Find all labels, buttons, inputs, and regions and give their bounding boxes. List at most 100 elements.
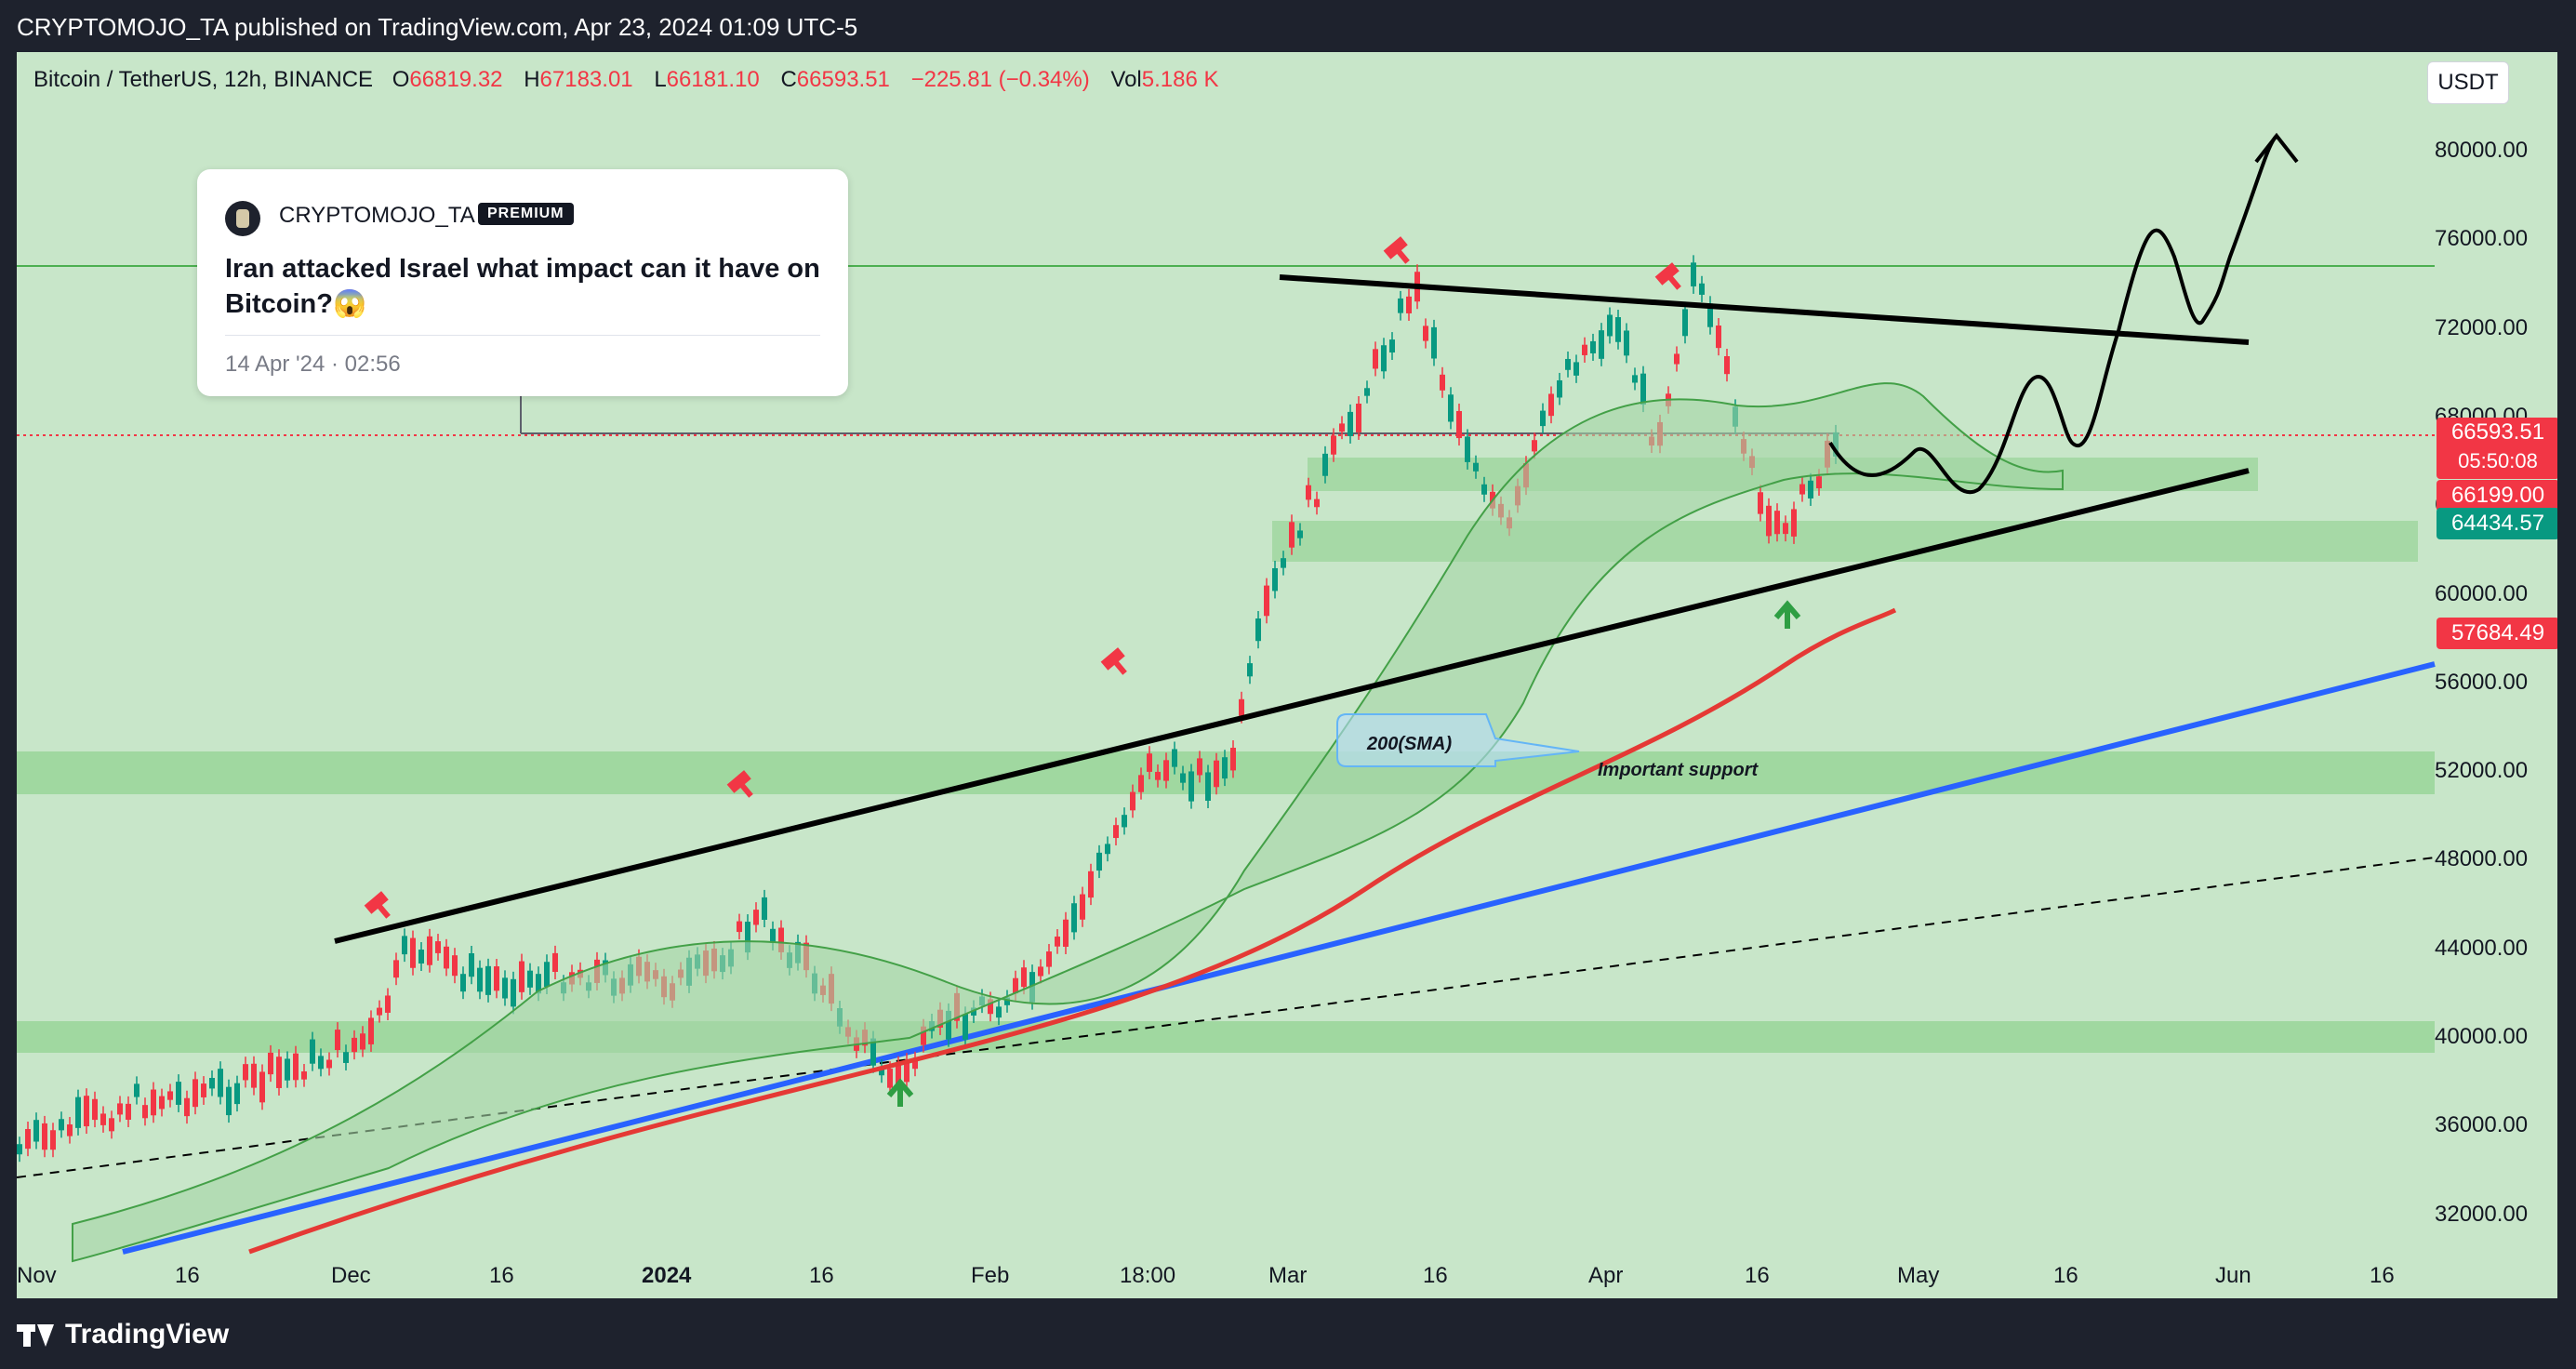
time-tick: 16 bbox=[1423, 1263, 1448, 1288]
time-tick: Nov bbox=[17, 1263, 57, 1288]
candle-body bbox=[1172, 749, 1177, 767]
vol-value: 5.186 K bbox=[1141, 67, 1219, 92]
candle-body bbox=[1364, 388, 1370, 396]
candle-body bbox=[1155, 771, 1161, 780]
idea-post-card[interactable]: CRYPTOMOJO_TA PREMIUM Iran attacked Isra… bbox=[197, 169, 848, 396]
up-arrow-icon bbox=[886, 1078, 914, 1107]
candle-body bbox=[1255, 618, 1261, 642]
candle-body bbox=[996, 1006, 1002, 1018]
post-title: Iran attacked Israel what impact can it … bbox=[225, 254, 820, 319]
candle-body bbox=[879, 1066, 884, 1076]
tradingview-logo[interactable]: TradingView bbox=[17, 1319, 229, 1350]
currency-button[interactable]: USDT bbox=[2427, 61, 2509, 104]
close-value: 66593.51 bbox=[796, 67, 890, 92]
candle-body bbox=[452, 955, 458, 977]
close-label: C bbox=[780, 67, 797, 92]
candle-body bbox=[326, 1059, 332, 1069]
candle-body bbox=[67, 1124, 73, 1136]
ascending-trendline bbox=[334, 468, 2250, 944]
low-label: L bbox=[654, 67, 667, 92]
candle-body bbox=[1774, 511, 1780, 535]
candle-body bbox=[402, 936, 407, 955]
hammer-marker-icon bbox=[1654, 262, 1681, 290]
candle-body bbox=[1465, 436, 1470, 462]
candle-body bbox=[762, 897, 767, 920]
candle-body bbox=[151, 1089, 156, 1116]
tradingview-icon bbox=[17, 1322, 54, 1347]
support-zone-lower bbox=[17, 1021, 2435, 1053]
time-tick: 16 bbox=[1745, 1263, 1770, 1288]
candle-body bbox=[1448, 394, 1454, 422]
hammer-marker-icon bbox=[364, 891, 391, 919]
candle-body bbox=[193, 1079, 198, 1108]
candle-body bbox=[126, 1103, 131, 1120]
candle-body bbox=[1306, 485, 1311, 500]
candle-body bbox=[1088, 871, 1094, 898]
candle-body bbox=[737, 921, 742, 933]
candle-body bbox=[1281, 558, 1286, 568]
candle-body bbox=[410, 937, 416, 968]
candle-body bbox=[377, 1007, 382, 1016]
candle-body bbox=[1766, 505, 1772, 537]
low-value: 66181.10 bbox=[666, 67, 760, 92]
descending-trendline bbox=[1279, 274, 2250, 345]
candle-body bbox=[393, 960, 399, 978]
candle-body bbox=[1791, 509, 1797, 537]
price-tick: 76000.00 bbox=[2435, 226, 2529, 252]
sma-label: 200(SMA) bbox=[1366, 734, 1452, 754]
chart-area[interactable]: 200(SMA) Important support Bitcoin / Tet… bbox=[17, 52, 2557, 1298]
candle-body bbox=[159, 1096, 165, 1110]
price-tick: 48000.00 bbox=[2435, 846, 2529, 872]
candle-body bbox=[1532, 440, 1537, 452]
candle-body bbox=[1322, 453, 1328, 476]
candle-body bbox=[502, 977, 508, 999]
author-avatar bbox=[225, 201, 260, 236]
change-value: −225.81 (−0.34%) bbox=[910, 67, 1090, 92]
candle-body bbox=[1423, 326, 1428, 341]
candle-body bbox=[753, 910, 759, 925]
candle-body bbox=[109, 1118, 114, 1132]
candle-body bbox=[318, 1056, 324, 1070]
price-tick: 44000.00 bbox=[2435, 935, 2529, 961]
candle-body bbox=[226, 1086, 232, 1116]
price-chart[interactable]: 200(SMA) Important support bbox=[17, 52, 2557, 1298]
candle-body bbox=[1406, 296, 1412, 313]
candle-body bbox=[167, 1091, 173, 1100]
candle-body bbox=[1624, 330, 1629, 356]
candle-body bbox=[259, 1071, 265, 1103]
time-tick: 16 bbox=[809, 1263, 834, 1288]
post-divider bbox=[225, 335, 820, 336]
candle-body bbox=[1691, 262, 1696, 286]
candle-body bbox=[1096, 852, 1102, 871]
time-tick: 16 bbox=[2370, 1263, 2395, 1288]
candle-body bbox=[1699, 283, 1705, 295]
candle-body bbox=[1573, 362, 1579, 376]
candle-body bbox=[1272, 567, 1278, 591]
candle-body bbox=[1063, 919, 1069, 947]
time-tick: 16 bbox=[175, 1263, 200, 1288]
candle-body bbox=[84, 1096, 89, 1127]
candle-body bbox=[1440, 374, 1445, 391]
candle-body bbox=[251, 1063, 257, 1088]
candle-body bbox=[1046, 951, 1052, 967]
candle-body bbox=[1799, 484, 1805, 495]
candle-body bbox=[963, 1014, 968, 1040]
candle-body bbox=[1222, 757, 1228, 779]
candle-body bbox=[1247, 663, 1253, 677]
candle-body bbox=[527, 970, 533, 988]
candle-body bbox=[218, 1069, 223, 1097]
publisher-bar: CRYPTOMOJO_TA published on TradingView.c… bbox=[0, 0, 2576, 52]
support-label: Important support bbox=[1598, 760, 1759, 780]
candle-body bbox=[352, 1037, 357, 1053]
candle-body bbox=[142, 1105, 148, 1119]
candle-body bbox=[360, 1033, 365, 1050]
candle-body bbox=[870, 1038, 876, 1066]
price-tick: 36000.00 bbox=[2435, 1112, 2529, 1138]
candle-body bbox=[1013, 977, 1018, 994]
price-label-57684: 57684.49 bbox=[2437, 618, 2557, 649]
candle-body bbox=[511, 978, 516, 1007]
candle-body bbox=[1481, 484, 1487, 495]
candle-body bbox=[1431, 326, 1437, 359]
candle-body bbox=[1004, 997, 1010, 1005]
candle-body bbox=[1632, 375, 1638, 383]
